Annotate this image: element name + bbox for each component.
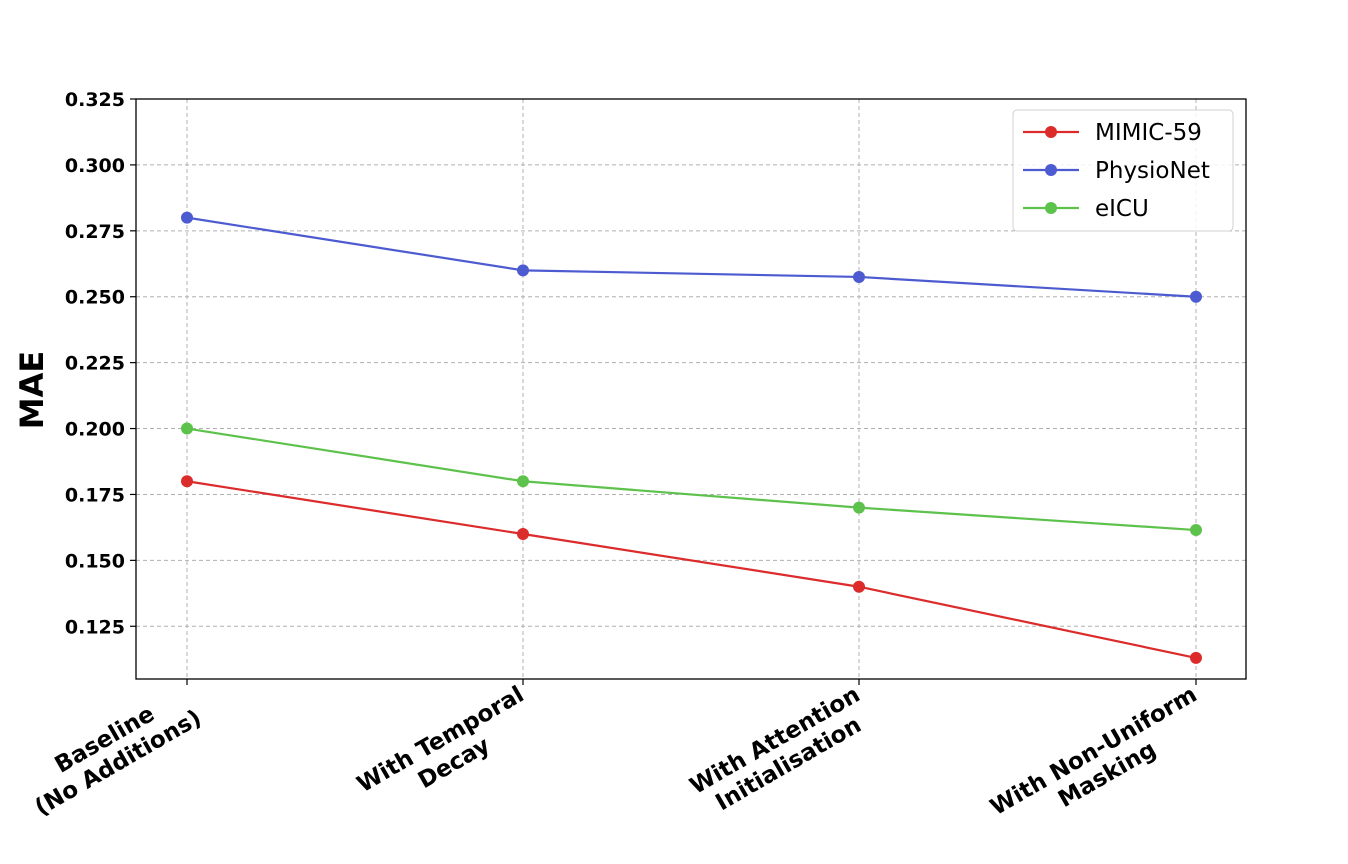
x-tick-label-line: With Non-Uniform [986,682,1201,821]
legend-swatch-marker [1045,126,1057,138]
y-tick-label: 0.250 [65,287,125,309]
data-point-mimic-59 [181,475,193,488]
series-line-mimic-59 [186,480,1197,659]
legend-label: MIMIC-59 [1095,120,1202,146]
legend: MIMIC-59 PhysioNet eICU [1012,109,1234,232]
y-tick-label: 0.300 [65,155,125,177]
legend-swatch-marker [1045,164,1057,176]
data-point-physionet [1190,290,1202,303]
data-point-physionet [517,264,529,277]
legend-box [1012,109,1234,232]
data-point-eicu [1190,524,1202,537]
y-tick-label: 0.200 [65,419,125,441]
x-axis-ticks: Baseline(No Additions) With TemporalDecay… [31,679,1202,821]
x-tick-label: Baseline(No Additions) [31,701,206,821]
y-tick-label: 0.175 [65,484,125,506]
y-axis-ticks: 0.125 0.150 0.175 0.200 0.225 0.250 0.275 0.300… [65,89,136,638]
series-line-physionet [186,216,1197,298]
y-tick-label: 0.150 [65,550,125,572]
data-point-eicu [181,422,193,435]
data-point-physionet [853,270,865,283]
data-point-mimic-59 [1190,651,1202,664]
data-point-eicu [853,501,865,514]
series-line-eicu [186,427,1197,532]
y-tick-label: 0.275 [65,221,125,243]
legend-label: eICU [1095,196,1149,222]
legend-label: PhysioNet [1095,158,1210,184]
data-point-physionet [181,211,193,224]
legend-swatch-marker [1045,202,1057,214]
data-point-mimic-59 [853,580,865,593]
y-tick-label: 0.125 [65,616,125,638]
y-tick-label: 0.225 [65,353,125,375]
y-axis-title: MAE [13,351,51,429]
data-point-eicu [517,475,529,488]
plot-area-frame [135,98,1247,680]
y-tick-label: 0.325 [65,89,125,111]
data-point-mimic-59 [517,528,529,540]
plot-series [181,211,1202,664]
